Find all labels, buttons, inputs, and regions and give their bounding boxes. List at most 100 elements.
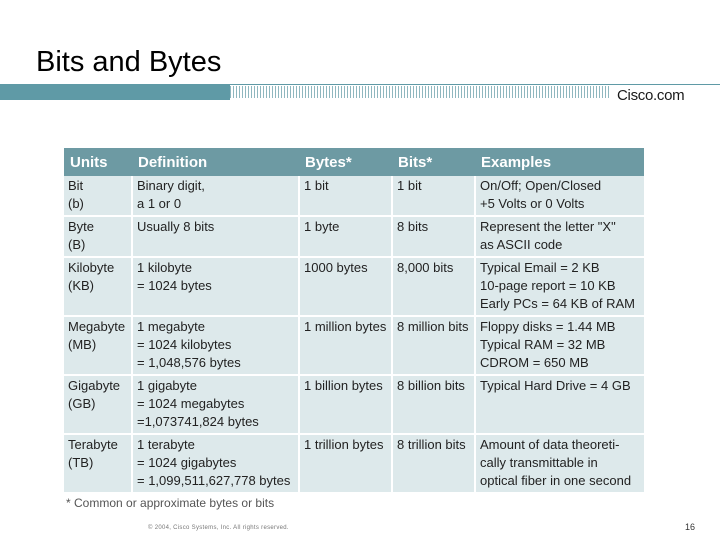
examples-text: as ASCII code [480,237,563,252]
bytes-text: 1 bit [304,178,329,193]
definition-text: =1,073741,824 bytes [137,414,259,429]
examples-text: +5 Volts or 0 Volts [480,196,585,211]
bits-text: 8 million bits [397,319,469,334]
units-text: Bit [68,178,84,193]
units-text: Gigabyte [68,378,121,393]
copyright: © 2004, Cisco Systems, Inc. All rights r… [148,525,289,531]
cell-examples: On/Off; Open/Closed +5 Volts or 0 Volts [475,176,644,217]
examples-text: Amount of data theoreti- [480,437,620,452]
cell-bytes: 1 million bytes [299,316,393,376]
cell-bits: 8 bits [392,216,476,258]
bytes-text: 1 byte [304,219,340,234]
table-row: Byte (B) Usually 8 bits 1 byte 8 bits Represe… [64,216,644,258]
definition-text: = 1024 gigabytes [137,455,237,470]
header-band [0,84,720,100]
cell-bits: 8 trillion bits [392,434,476,494]
footnote: * Common or approximate bytes or bits [66,496,275,510]
table-row: Gigabyte (GB) 1 gigabyte = 1024 megabytes =1… [64,375,644,435]
units-text: Megabyte [68,319,126,334]
units-table-container: Units Definition Bytes* Bits* Examples B… [64,148,644,494]
table-row: Kilobyte (KB) 1 kilobyte = 1024 bytes 1000 b… [64,257,644,317]
cell-bytes: 1 bit [299,176,393,217]
units-text: (MB) [68,337,97,352]
definition-text: = 1024 bytes [137,278,212,293]
header-definition: Definition [132,148,299,176]
header-bytes: Bytes* [299,148,392,176]
cell-examples: Amount of data theoreti-cally transmitta… [475,434,644,494]
page-number: 16 [685,522,696,532]
table-body: Bit (b) Binary digit, a 1 or 0 1 bit 1 bit On/… [64,176,644,494]
definition-text: 1 gigabyte [137,378,197,393]
units-text: Byte [68,219,95,234]
cell-examples: Represent the letter "X" as ASCII code [475,216,644,258]
header-band-solid [0,84,230,100]
units-text: (GB) [68,396,96,411]
bytes-text: 1 trillion bytes [304,437,384,452]
cell-definition: 1 terabyte = 1024 gigabytes = 1,099,511,62… [132,434,300,494]
examples-text: Early PCs = 64 KB of RAM [480,296,635,311]
units-text: (TB) [68,455,94,470]
cell-definition: 1 kilobyte = 1024 bytes [132,257,300,317]
definition-text: 1 megabyte [137,319,205,334]
definition-text: = 1,099,511,627,778 bytes [137,473,291,488]
bytes-text: 1 billion bytes [304,378,383,393]
cell-bits: 8,000 bits [392,257,476,317]
definition-text: Binary digit, [137,178,205,193]
cell-definition: 1 gigabyte = 1024 megabytes =1,073741,824 … [132,375,300,435]
cell-definition: 1 megabyte = 1024 kilobytes = 1,048,576 by… [132,316,300,376]
brand-logo: Cisco.com [617,87,685,104]
header-examples: Examples [475,148,644,176]
bits-text: 8 trillion bits [397,437,466,452]
bits-text: 8,000 bits [397,260,454,275]
cell-bits: 1 bit [392,176,476,217]
examples-text: Floppy disks = 1.44 MB [480,319,616,334]
definition-text: Usually 8 bits [137,219,215,234]
table-row: Bit (b) Binary digit, a 1 or 0 1 bit 1 bit On/… [64,176,644,217]
header-bits: Bits* [392,148,475,176]
header-band-bars [230,86,610,98]
cell-bytes: 1 billion bytes [299,375,393,435]
definition-text: a 1 or 0 [137,196,182,211]
cell-bytes: 1000 bytes [299,257,393,317]
units-text: (B) [68,237,86,252]
units-table: Units Definition Bytes* Bits* Examples B… [64,148,644,494]
definition-text: 1 terabyte [137,437,195,452]
bytes-text: 1000 bytes [304,260,368,275]
table-row: Megabyte (MB) 1 megabyte = 1024 kilobytes = … [64,316,644,376]
cell-units: Bit (b) [64,176,133,217]
bytes-text: 1 million bytes [304,319,387,334]
cell-units: Kilobyte (KB) [64,257,133,317]
definition-text: = 1,048,576 bytes [137,355,241,370]
examples-text: optical fiber in one second [480,473,632,488]
cell-examples: Typical Hard Drive = 4 GB [475,375,644,435]
examples-text: Typical Hard Drive = 4 GB [480,378,631,393]
examples-text: CDROM = 650 MB [480,355,589,370]
definition-text: = 1024 kilobytes [137,337,232,352]
cell-bytes: 1 trillion bytes [299,434,393,494]
bits-text: 8 bits [397,219,429,234]
examples-text: Typical Email = 2 KB [480,260,600,275]
cell-units: Byte (B) [64,216,133,258]
cell-definition: Usually 8 bits [132,216,300,258]
cell-units: Gigabyte (GB) [64,375,133,435]
cell-definition: Binary digit, a 1 or 0 [132,176,300,217]
examples-text: Typical RAM = 32 MB [480,337,606,352]
bits-text: 8 billion bits [397,378,465,393]
units-text: (KB) [68,278,94,293]
definition-text: 1 kilobyte [137,260,192,275]
examples-text: 10-page report = 10 KB [480,278,616,293]
examples-text: cally transmittable in [480,455,598,470]
examples-text: Represent the letter "X" [480,219,616,234]
cell-units: Megabyte (MB) [64,316,133,376]
table-header-row: Units Definition Bytes* Bits* Examples [64,148,644,176]
units-text: Terabyte [68,437,118,452]
header-band-line [230,84,720,85]
units-text: (b) [68,196,84,211]
table-row: Terabyte (TB) 1 terabyte = 1024 gigabytes = … [64,434,644,494]
cell-examples: Floppy disks = 1.44 MB Typical RAM = 32 M… [475,316,644,376]
bits-text: 1 bit [397,178,422,193]
cell-bytes: 1 byte [299,216,393,258]
slide-title: Bits and Bytes [36,46,222,78]
cell-examples: Typical Email = 2 KB 10-page report = 10 … [475,257,644,317]
units-text: Kilobyte [68,260,115,275]
